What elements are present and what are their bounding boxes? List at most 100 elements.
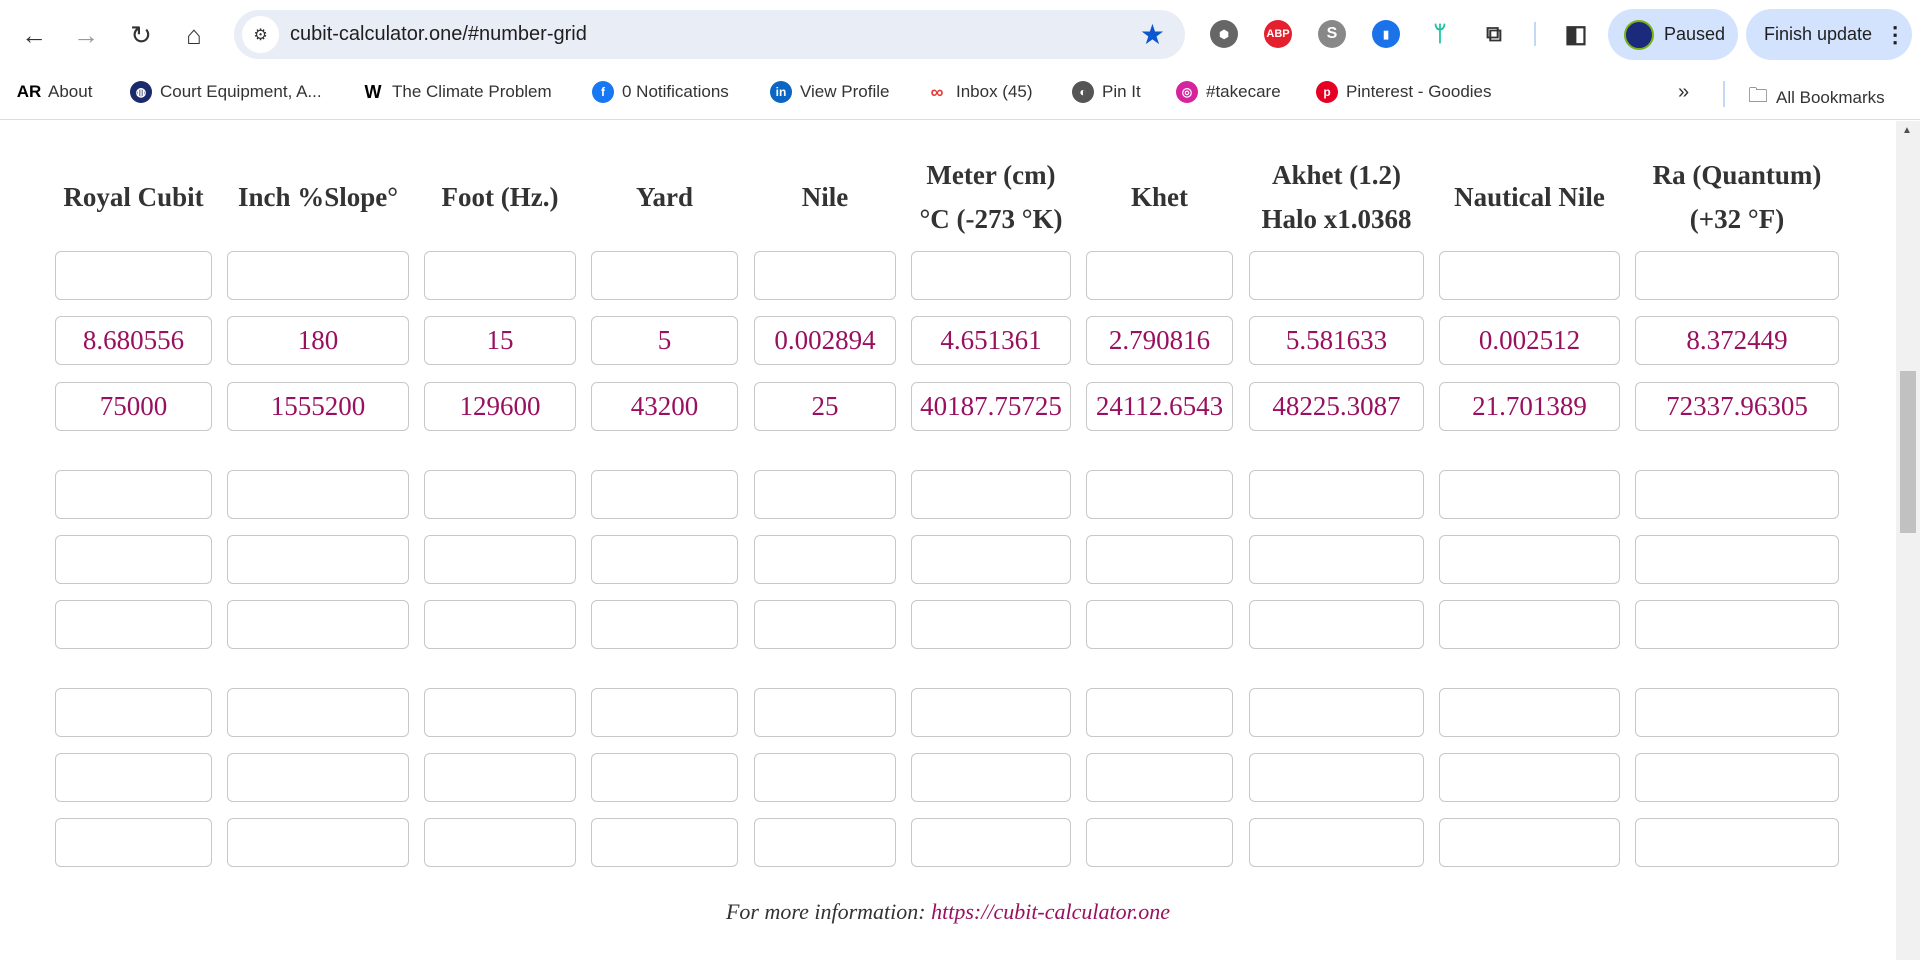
grid-cell-input[interactable]: 40187.75725	[911, 382, 1071, 431]
grid-cell-input[interactable]	[1439, 818, 1620, 867]
grid-cell-input[interactable]	[591, 535, 738, 584]
grid-cell-input[interactable]	[911, 470, 1071, 519]
grid-cell-input[interactable]	[1635, 688, 1839, 737]
grid-cell-input[interactable]	[1086, 535, 1233, 584]
bookmark-item[interactable]: f 0 Notifications	[592, 81, 729, 103]
side-panel-icon[interactable]: ◧	[1564, 20, 1588, 48]
grid-cell-input[interactable]	[1249, 600, 1424, 649]
skype-icon[interactable]: S	[1318, 20, 1346, 48]
grid-cell-input[interactable]: 5	[591, 316, 738, 365]
bookmark-item[interactable]: W The Climate Problem	[362, 81, 552, 103]
all-bookmarks-button[interactable]: 🗀 All Bookmarks	[1748, 81, 1885, 115]
grid-cell-input[interactable]	[424, 600, 576, 649]
finish-update-button[interactable]: Finish update ⋮	[1746, 9, 1912, 60]
grid-cell-input[interactable]	[754, 753, 896, 802]
grid-cell-input[interactable]	[424, 470, 576, 519]
grid-cell-input[interactable]	[591, 688, 738, 737]
profile-button[interactable]: Paused	[1608, 9, 1738, 60]
grid-cell-input[interactable]	[591, 818, 738, 867]
grid-cell-input[interactable]	[911, 535, 1071, 584]
grid-cell-input[interactable]: 15	[424, 316, 576, 365]
grid-cell-input[interactable]	[1439, 251, 1620, 300]
grid-cell-input[interactable]: 25	[754, 382, 896, 431]
feedly-icon[interactable]: ᛘ	[1433, 21, 1447, 46]
grid-cell-input[interactable]	[1439, 470, 1620, 519]
grid-cell-input[interactable]	[911, 688, 1071, 737]
grid-cell-input[interactable]	[227, 470, 409, 519]
grid-cell-input[interactable]: 8.372449	[1635, 316, 1839, 365]
bookmark-item[interactable]: ◐ Pin It	[1072, 81, 1141, 103]
back-button[interactable]: ←	[21, 19, 47, 50]
grid-cell-input[interactable]	[754, 470, 896, 519]
grid-cell-input[interactable]	[591, 470, 738, 519]
home-button[interactable]: ⌂	[186, 19, 202, 50]
grid-cell-input[interactable]	[1635, 753, 1839, 802]
grid-cell-input[interactable]	[1086, 688, 1233, 737]
grid-cell-input[interactable]	[1249, 753, 1424, 802]
grid-cell-input[interactable]: 24112.6543	[1086, 382, 1233, 431]
scrollbar[interactable]: ▲	[1896, 121, 1920, 960]
grid-cell-input[interactable]	[227, 251, 409, 300]
grid-cell-input[interactable]: 180	[227, 316, 409, 365]
grid-cell-input[interactable]	[591, 753, 738, 802]
bookmark-item[interactable]: p Pinterest - Goodies	[1316, 81, 1492, 103]
grid-cell-input[interactable]	[754, 688, 896, 737]
grid-cell-input[interactable]	[754, 535, 896, 584]
grid-cell-input[interactable]	[424, 688, 576, 737]
grid-cell-input[interactable]	[911, 600, 1071, 649]
grid-cell-input[interactable]	[1635, 600, 1839, 649]
grid-cell-input[interactable]	[1249, 688, 1424, 737]
grid-cell-input[interactable]	[1635, 818, 1839, 867]
microsoft-copilot-icon[interactable]: ⬢	[1210, 20, 1238, 48]
grid-cell-input[interactable]: 0.002894	[754, 316, 896, 365]
grid-cell-input[interactable]: 8.680556	[55, 316, 212, 365]
grid-cell-input[interactable]	[1249, 251, 1424, 300]
grid-cell-input[interactable]	[1086, 818, 1233, 867]
bookmark-item[interactable]: AR About	[17, 81, 93, 103]
bookmark-star-icon[interactable]: ★	[1139, 19, 1165, 50]
grid-cell-input[interactable]	[1086, 470, 1233, 519]
scrollbar-thumb[interactable]	[1900, 371, 1916, 533]
grid-cell-input[interactable]	[911, 251, 1071, 300]
grid-cell-input[interactable]: 75000	[55, 382, 212, 431]
extensions-puzzle-icon[interactable]: ⧉	[1486, 21, 1502, 46]
more-bookmarks-chevron-icon[interactable]: »	[1678, 81, 1690, 103]
grid-cell-input[interactable]	[55, 600, 212, 649]
grid-cell-input[interactable]	[1086, 600, 1233, 649]
grid-cell-input[interactable]	[227, 688, 409, 737]
grid-cell-input[interactable]	[1439, 535, 1620, 584]
address-bar[interactable]: ⚙ cubit-calculator.one/#number-grid ★	[234, 10, 1185, 59]
grid-cell-input[interactable]: 48225.3087	[1249, 382, 1424, 431]
footer-link[interactable]: https://cubit-calculator.one	[931, 899, 1171, 924]
grid-cell-input[interactable]	[1086, 753, 1233, 802]
url-text[interactable]: cubit-calculator.one/#number-grid	[290, 23, 587, 45]
grid-cell-input[interactable]	[591, 251, 738, 300]
bookmark-extension-icon[interactable]: ▮	[1372, 20, 1400, 48]
grid-cell-input[interactable]: 5.581633	[1249, 316, 1424, 365]
grid-cell-input[interactable]	[424, 818, 576, 867]
grid-cell-input[interactable]	[424, 535, 576, 584]
grid-cell-input[interactable]: 4.651361	[911, 316, 1071, 365]
grid-cell-input[interactable]	[591, 600, 738, 649]
adblock-plus-icon[interactable]: ABP	[1264, 20, 1292, 48]
grid-cell-input[interactable]: 72337.96305	[1635, 382, 1839, 431]
grid-cell-input[interactable]	[754, 251, 896, 300]
grid-cell-input[interactable]	[1249, 535, 1424, 584]
grid-cell-input[interactable]	[754, 818, 896, 867]
scroll-up-arrow-icon[interactable]: ▲	[1902, 125, 1912, 136]
grid-cell-input[interactable]	[424, 251, 576, 300]
grid-cell-input[interactable]: 0.002512	[1439, 316, 1620, 365]
bookmark-item[interactable]: ◎ #takecare	[1176, 81, 1281, 103]
grid-cell-input[interactable]	[55, 251, 212, 300]
forward-button[interactable]: →	[73, 19, 99, 50]
grid-cell-input[interactable]	[55, 470, 212, 519]
grid-cell-input[interactable]: 21.701389	[1439, 382, 1620, 431]
grid-cell-input[interactable]	[1635, 470, 1839, 519]
grid-cell-input[interactable]	[1439, 753, 1620, 802]
grid-cell-input[interactable]	[55, 818, 212, 867]
grid-cell-input[interactable]	[1635, 251, 1839, 300]
bookmark-item[interactable]: in View Profile	[770, 81, 889, 103]
grid-cell-input[interactable]	[55, 688, 212, 737]
grid-cell-input[interactable]	[911, 818, 1071, 867]
grid-cell-input[interactable]	[1439, 688, 1620, 737]
